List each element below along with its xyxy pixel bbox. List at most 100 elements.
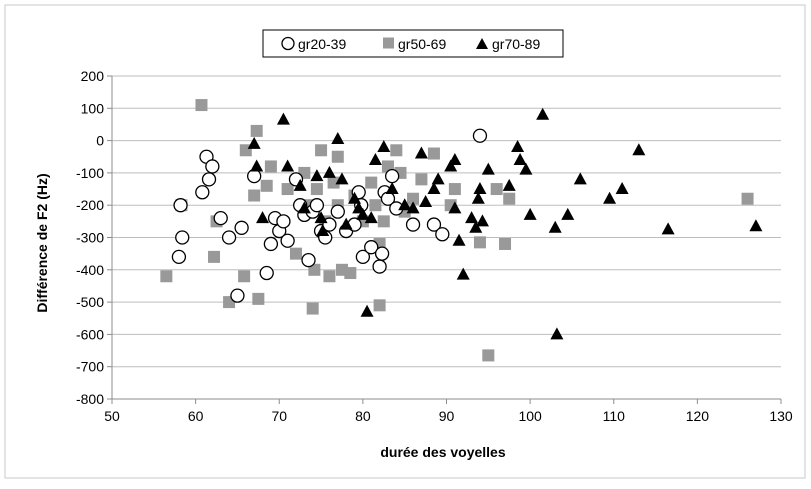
x-tick-label: 60 bbox=[188, 408, 204, 424]
point-gr20-39 bbox=[175, 230, 190, 245]
point-gr50-69 bbox=[331, 150, 344, 163]
point-gr50-69 bbox=[369, 199, 382, 212]
point-gr20-39 bbox=[330, 204, 345, 219]
point-gr50-69 bbox=[248, 189, 261, 202]
point-gr70-89 bbox=[256, 211, 270, 224]
y-tick-label: -100 bbox=[76, 165, 104, 181]
point-gr50-69 bbox=[448, 183, 461, 196]
point-gr70-89 bbox=[310, 169, 324, 182]
point-gr50-69 bbox=[289, 247, 302, 260]
y-tick-label: 100 bbox=[81, 100, 105, 116]
point-gr70-89 bbox=[548, 220, 562, 233]
point-gr70-89 bbox=[481, 162, 495, 175]
point-gr70-89 bbox=[385, 182, 399, 195]
point-gr20-39 bbox=[309, 198, 325, 213]
point-gr50-69 bbox=[473, 236, 486, 249]
point-gr20-39 bbox=[384, 168, 400, 184]
point-gr50-69 bbox=[250, 124, 263, 137]
point-gr70-89 bbox=[339, 217, 353, 230]
point-gr20-39 bbox=[374, 246, 390, 261]
point-gr70-89 bbox=[281, 159, 295, 172]
point-gr50-69 bbox=[281, 183, 294, 196]
legend-square-marker bbox=[383, 37, 394, 49]
point-gr20-39 bbox=[213, 210, 228, 226]
point-gr70-89 bbox=[573, 172, 587, 185]
point-gr70-89 bbox=[502, 178, 516, 191]
point-gr70-89 bbox=[550, 327, 564, 340]
point-gr20-39 bbox=[301, 252, 316, 268]
point-gr70-89 bbox=[536, 107, 550, 120]
point-gr50-69 bbox=[327, 176, 340, 189]
point-gr70-89 bbox=[250, 159, 264, 172]
point-gr70-89 bbox=[444, 159, 458, 172]
y-tick-label: 200 bbox=[81, 68, 105, 84]
point-gr70-89 bbox=[519, 162, 533, 175]
point-gr50-69 bbox=[365, 176, 378, 189]
point-gr70-89 bbox=[398, 198, 412, 211]
point-gr50-69 bbox=[415, 173, 428, 186]
x-axis-label: durée des voyelles bbox=[380, 444, 506, 460]
point-gr50-69 bbox=[503, 192, 516, 205]
point-gr50-69 bbox=[323, 270, 336, 283]
point-gr70-89 bbox=[293, 178, 307, 191]
point-gr70-89 bbox=[603, 191, 617, 204]
point-gr20-39 bbox=[280, 233, 295, 248]
point-gr70-89 bbox=[356, 207, 370, 220]
point-gr70-89 bbox=[448, 201, 462, 214]
point-gr20-39 bbox=[195, 185, 210, 200]
y-tick-label: -600 bbox=[76, 326, 104, 342]
y-tick-label: -200 bbox=[76, 197, 104, 213]
point-gr70-89 bbox=[456, 267, 470, 280]
point-gr70-89 bbox=[465, 211, 479, 224]
point-gr70-89 bbox=[561, 207, 575, 220]
point-gr50-69 bbox=[238, 270, 251, 283]
point-gr70-89 bbox=[331, 131, 345, 144]
point-gr70-89 bbox=[335, 172, 349, 185]
point-gr20-39 bbox=[230, 288, 245, 303]
point-gr70-89 bbox=[348, 191, 362, 204]
point-gr70-89 bbox=[469, 220, 483, 233]
point-gr70-89 bbox=[749, 219, 763, 232]
x-tick-label: 110 bbox=[603, 408, 626, 424]
point-gr70-89 bbox=[523, 207, 537, 220]
point-gr50-69 bbox=[741, 192, 754, 205]
point-gr20-39 bbox=[276, 214, 291, 229]
point-gr70-89 bbox=[316, 224, 330, 237]
point-gr70-89 bbox=[427, 182, 441, 195]
point-gr50-69 bbox=[160, 270, 173, 283]
point-gr50-69 bbox=[490, 183, 503, 196]
point-gr20-39 bbox=[405, 217, 421, 232]
legend-label-gr20-39: gr20-39 bbox=[298, 36, 346, 52]
point-gr70-89 bbox=[364, 211, 378, 224]
x-tick-label: 100 bbox=[518, 408, 542, 424]
point-gr70-89 bbox=[414, 146, 428, 159]
point-gr50-69 bbox=[306, 302, 319, 315]
point-gr50-69 bbox=[208, 250, 221, 263]
x-tick-label: 70 bbox=[271, 408, 287, 424]
point-gr70-89 bbox=[322, 165, 336, 178]
point-gr70-89 bbox=[419, 194, 433, 207]
y-tick-label: 0 bbox=[96, 133, 104, 149]
point-gr70-89 bbox=[452, 233, 466, 246]
point-gr70-89 bbox=[513, 152, 527, 165]
point-gr70-89 bbox=[377, 140, 391, 153]
legend-label-gr70-89: gr70-89 bbox=[492, 36, 540, 52]
point-gr50-69 bbox=[344, 267, 357, 280]
point-gr50-69 bbox=[310, 183, 323, 196]
point-gr50-69 bbox=[390, 144, 403, 157]
point-gr20-39 bbox=[171, 249, 187, 265]
x-tick-label: 50 bbox=[104, 408, 120, 424]
y-tick-label: -700 bbox=[76, 359, 104, 375]
point-gr20-39 bbox=[472, 128, 488, 143]
point-gr20-39 bbox=[234, 220, 249, 235]
point-gr50-69 bbox=[264, 160, 277, 173]
point-gr70-89 bbox=[297, 201, 311, 214]
point-gr20-39 bbox=[372, 259, 387, 274]
point-gr50-69 bbox=[195, 99, 208, 112]
point-gr20-39 bbox=[201, 172, 217, 187]
point-gr70-89 bbox=[471, 191, 485, 204]
point-gr20-39 bbox=[259, 265, 274, 281]
x-tick-label: 80 bbox=[355, 408, 371, 424]
legend: gr20-39 gr50-69 gr70-89 bbox=[262, 29, 564, 58]
